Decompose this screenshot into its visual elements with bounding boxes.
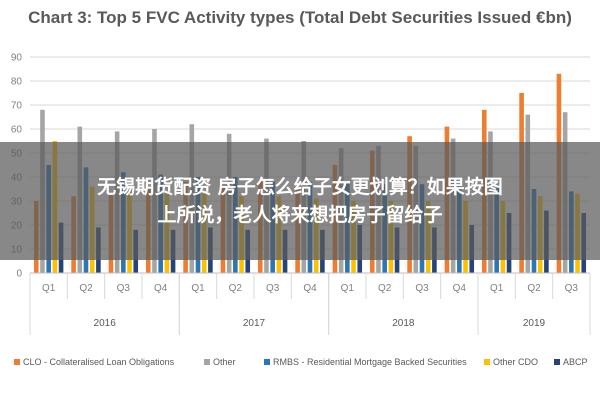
overlay-line-2: 上所说，老人将来想把房子留给子 bbox=[157, 204, 443, 226]
year-label: 2017 bbox=[243, 318, 266, 329]
overlay-line-1: 无锡期货配资 房子怎么给子女更划算？如果按图 bbox=[97, 176, 503, 198]
year-label: 2016 bbox=[94, 318, 117, 329]
x-tick-label: Q3 bbox=[565, 283, 579, 294]
x-axis: Q1 Q2 Q3 Q4 Q1 Q2 Q3 Q4 Q1 Q2 Q3 Q4 Q1 Q2 Q3 2016 2017 20… bbox=[29, 272, 591, 335]
x-tick-label: Q1 bbox=[341, 283, 355, 294]
year-label: 2019 bbox=[523, 318, 546, 329]
legend-swatch bbox=[264, 359, 270, 365]
chart-title: Chart 3: Top 5 FVC Activity types (Total… bbox=[28, 8, 572, 27]
legend-swatch bbox=[204, 359, 210, 365]
y-tick-label: 60 bbox=[11, 125, 23, 136]
x-tick-label: Q2 bbox=[527, 283, 541, 294]
y-tick-label: 70 bbox=[11, 101, 23, 112]
y-tick-label: 0 bbox=[16, 269, 22, 280]
x-tick-label: Q3 bbox=[415, 283, 429, 294]
legend-label: CLO - Collateralised Loan Obligations bbox=[23, 357, 175, 367]
legend-label: ABCP bbox=[563, 357, 588, 367]
x-tick-label: Q2 bbox=[229, 283, 243, 294]
legend-swatch bbox=[554, 359, 560, 365]
x-tick-label: Q3 bbox=[117, 283, 131, 294]
x-tick-label: Q1 bbox=[191, 283, 205, 294]
x-tick-label: Q4 bbox=[303, 283, 317, 294]
x-tick-label: Q3 bbox=[266, 283, 280, 294]
legend-label: Other bbox=[213, 357, 236, 367]
year-label: 2018 bbox=[392, 318, 415, 329]
x-tick-label: Q2 bbox=[79, 283, 93, 294]
y-tick-label: 90 bbox=[11, 53, 23, 64]
legend: CLO - Collateralised Loan Obligations Oth… bbox=[14, 357, 588, 367]
caption-overlay: 无锡期货配资 房子怎么给子女更划算？如果按图 上所说，老人将来想把房子留给子 bbox=[0, 142, 600, 260]
x-tick-label: Q4 bbox=[154, 283, 168, 294]
y-tick-label: 80 bbox=[11, 77, 23, 88]
x-tick-label: Q1 bbox=[490, 283, 504, 294]
legend-swatch bbox=[484, 359, 490, 365]
x-tick-label: Q4 bbox=[453, 283, 467, 294]
x-tick-label: Q2 bbox=[378, 283, 392, 294]
legend-swatch bbox=[14, 359, 20, 365]
legend-label: Other CDO bbox=[493, 357, 538, 367]
legend-label: RMBS - Residential Mortgage Backed Secur… bbox=[273, 357, 467, 367]
x-tick-label: Q1 bbox=[42, 283, 56, 294]
